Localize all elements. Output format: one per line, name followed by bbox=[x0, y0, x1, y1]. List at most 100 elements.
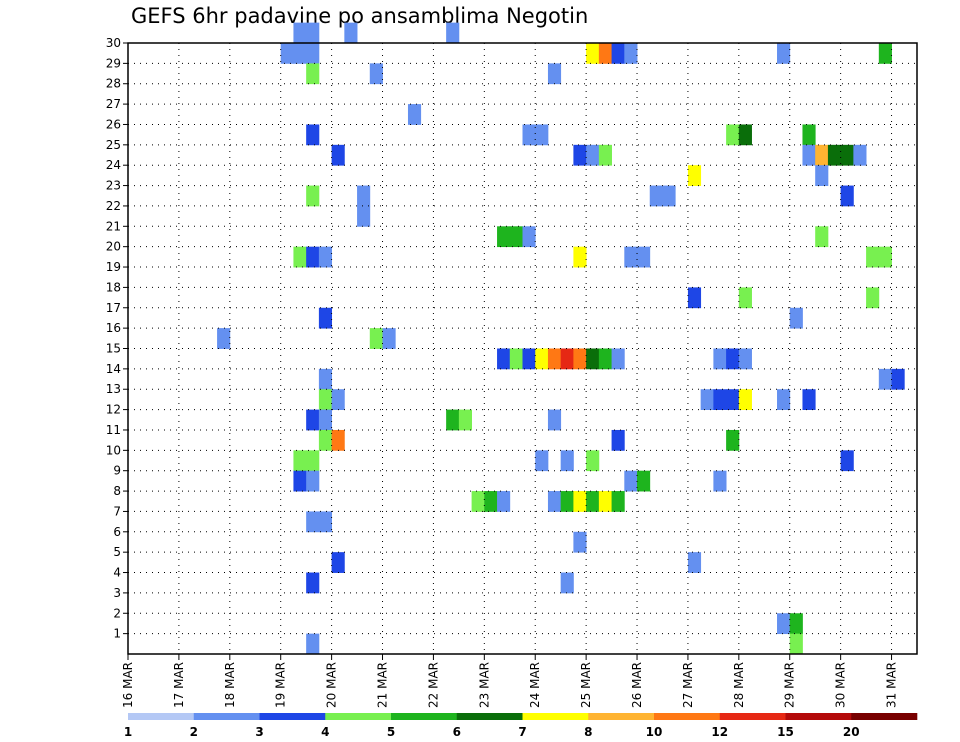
cell-86 bbox=[446, 409, 460, 431]
y-tick-label: 10 bbox=[106, 443, 121, 457]
cell-15 bbox=[547, 63, 562, 85]
cell-5 bbox=[293, 43, 307, 64]
cell-49 bbox=[637, 246, 651, 268]
cell-95 bbox=[535, 450, 549, 472]
cell-57 bbox=[217, 328, 231, 349]
legend-label: 6 bbox=[453, 725, 461, 739]
cell-111 bbox=[598, 491, 612, 512]
legend-label: 5 bbox=[387, 725, 395, 739]
cell-99 bbox=[293, 470, 307, 492]
cell-62 bbox=[522, 348, 536, 370]
cell-48 bbox=[624, 246, 638, 268]
cell-37 bbox=[662, 185, 676, 207]
cell-110 bbox=[586, 491, 600, 512]
cell-119 bbox=[560, 572, 574, 594]
legend-label: 12 bbox=[711, 725, 728, 739]
color-legend: 1 2 3 4 5 6 7 8 10 12 15 20 bbox=[124, 713, 918, 739]
cell-76 bbox=[318, 389, 333, 410]
cell-78 bbox=[700, 389, 714, 410]
cell-24 bbox=[573, 144, 587, 166]
cell-11 bbox=[777, 43, 791, 64]
cell-87 bbox=[458, 409, 472, 431]
x-axis: 16 MAR 17 MAR 18 MAR 19 MAR 20 MAR 21 MAR 22 M… bbox=[121, 654, 899, 708]
x-tick-label: 31 MAR bbox=[885, 662, 899, 708]
cell-104 bbox=[471, 491, 485, 512]
x-tick-label: 21 MAR bbox=[376, 662, 390, 708]
x-tick-label: 28 MAR bbox=[732, 662, 746, 708]
cell-32 bbox=[687, 165, 702, 186]
cell-52 bbox=[687, 287, 702, 309]
cell-91 bbox=[611, 429, 625, 451]
y-tick-label: 3 bbox=[113, 586, 121, 600]
cell-93 bbox=[293, 450, 307, 472]
cell-66 bbox=[573, 348, 587, 370]
cell-96 bbox=[560, 450, 574, 472]
cell-121 bbox=[789, 613, 803, 635]
cell-13 bbox=[306, 63, 320, 85]
cell-21 bbox=[738, 124, 752, 146]
legend-label: 7 bbox=[518, 725, 526, 739]
cell-3 bbox=[446, 22, 460, 44]
cell-105 bbox=[484, 491, 498, 512]
cell-30 bbox=[840, 144, 854, 166]
cell-94 bbox=[306, 450, 320, 472]
cell-107 bbox=[547, 491, 562, 512]
cell-17 bbox=[306, 124, 320, 146]
cell-116 bbox=[331, 552, 345, 573]
y-tick-label: 25 bbox=[106, 138, 121, 152]
cell-88 bbox=[547, 409, 562, 431]
cell-0 bbox=[293, 22, 307, 44]
cell-46 bbox=[318, 246, 333, 268]
x-tick-label: 19 MAR bbox=[274, 662, 288, 708]
y-tick-label: 7 bbox=[113, 504, 121, 518]
cell-67 bbox=[586, 348, 600, 370]
y-tick-label: 17 bbox=[106, 301, 121, 315]
x-tick-label: 23 MAR bbox=[477, 662, 491, 708]
cell-65 bbox=[560, 348, 574, 370]
legend-swatch-12 bbox=[851, 713, 918, 720]
cell-115 bbox=[573, 531, 587, 553]
x-tick-label: 26 MAR bbox=[630, 662, 644, 708]
legend-swatch-7 bbox=[522, 713, 589, 720]
cell-58 bbox=[369, 328, 383, 349]
x-tick-label: 30 MAR bbox=[834, 662, 848, 708]
cell-117 bbox=[687, 552, 702, 573]
x-tick-label: 20 MAR bbox=[325, 662, 339, 708]
y-tick-label: 27 bbox=[106, 97, 121, 111]
legend-swatch-9 bbox=[654, 713, 721, 720]
cell-63 bbox=[535, 348, 549, 370]
cell-73 bbox=[318, 368, 333, 390]
cell-43 bbox=[815, 226, 829, 248]
legend-swatch-4 bbox=[325, 713, 392, 720]
cell-81 bbox=[738, 389, 752, 410]
cell-90 bbox=[331, 429, 345, 451]
cell-70 bbox=[713, 348, 727, 370]
y-tick-label: 22 bbox=[106, 199, 121, 213]
cell-6 bbox=[306, 43, 320, 64]
legend-swatch-1 bbox=[128, 713, 195, 720]
cell-2 bbox=[344, 22, 358, 44]
cell-12 bbox=[878, 43, 892, 64]
y-tick-label: 5 bbox=[113, 545, 121, 559]
cell-39 bbox=[357, 205, 371, 227]
cell-72 bbox=[738, 348, 752, 370]
cell-31 bbox=[853, 144, 867, 166]
cell-120 bbox=[777, 613, 791, 635]
y-tick-label: 12 bbox=[106, 403, 121, 417]
cell-113 bbox=[306, 511, 320, 533]
cell-42 bbox=[522, 226, 536, 248]
legend-label: 20 bbox=[843, 725, 860, 739]
y-tick-label: 23 bbox=[106, 179, 121, 193]
y-tick-label: 24 bbox=[106, 158, 121, 172]
x-tick-label: 25 MAR bbox=[579, 662, 593, 708]
y-tick-label: 30 bbox=[106, 36, 121, 50]
legend-label: 8 bbox=[584, 725, 592, 739]
cell-26 bbox=[598, 144, 612, 166]
cell-100 bbox=[306, 470, 320, 492]
legend-swatch-8 bbox=[588, 713, 655, 720]
cell-77 bbox=[331, 389, 345, 410]
chart-title: GEFS 6hr padavine po ansamblima Negotin bbox=[131, 4, 589, 28]
cell-59 bbox=[382, 328, 396, 349]
cell-123 bbox=[306, 633, 320, 655]
cell-122 bbox=[789, 633, 803, 655]
